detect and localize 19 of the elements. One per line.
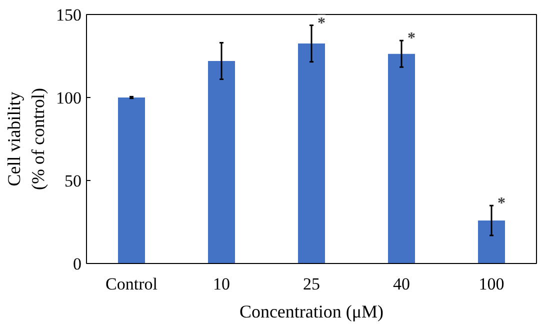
- y-tick-label: 150: [56, 6, 82, 24]
- bar: [298, 44, 325, 264]
- bar: [118, 98, 145, 264]
- bar: [478, 220, 505, 264]
- annotation: *: [498, 195, 506, 212]
- annotation: *: [408, 30, 416, 48]
- y-axis-title: Cell viability (% of control): [4, 88, 48, 190]
- x-tick-label: 100: [478, 274, 504, 294]
- x-axis-title: Concentration (μM): [239, 302, 384, 322]
- annotation: *: [318, 14, 326, 32]
- x-tick-label: 10: [213, 274, 230, 294]
- x-tick-label: 40: [393, 274, 410, 294]
- x-tick-label: 25: [303, 274, 320, 294]
- x-tick-label: Control: [106, 274, 158, 294]
- y-tick-label: 50: [64, 172, 82, 190]
- y-tick-label: 0: [73, 254, 82, 274]
- bar: [208, 60, 235, 264]
- y-tick-label: 100: [56, 88, 82, 108]
- bar: [388, 54, 415, 264]
